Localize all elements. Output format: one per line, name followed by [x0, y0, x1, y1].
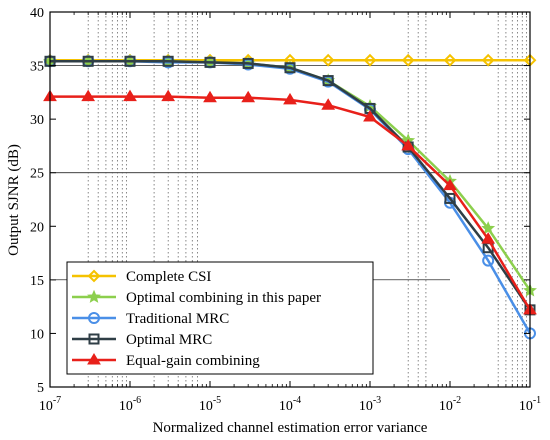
y-tick-label: 25: [30, 167, 44, 182]
legend-item: Optimal MRC: [72, 332, 212, 348]
legend-label: Traditional MRC: [126, 311, 229, 327]
data-point-triangle: [161, 89, 176, 102]
data-point-diamond: [481, 53, 495, 67]
data-point-square: [162, 55, 174, 67]
x-tick-label: 10-6: [119, 395, 141, 414]
y-axis-label: Output SJNR (dB): [6, 144, 22, 256]
data-point-square: [444, 192, 456, 204]
legend-box: [66, 261, 374, 375]
y-tick-label: 15: [30, 274, 44, 289]
data-point-triangle: [87, 353, 101, 365]
y-tick-label: 20: [30, 220, 44, 235]
data-point-triangle: [283, 92, 297, 105]
series-equal-gain-combining: [43, 89, 537, 315]
data-point-triangle: [123, 89, 137, 102]
data-point-circle: [482, 254, 495, 267]
data-point-diamond: [401, 53, 415, 67]
data-point-triangle: [481, 232, 496, 244]
data-point-square: [322, 75, 334, 87]
data-point-triangle: [401, 138, 416, 151]
series-line: [50, 60, 532, 311]
data-point-triangle: [81, 89, 96, 102]
x-tick-label: 10-1: [519, 395, 541, 414]
y-tick-label: 35: [30, 60, 44, 75]
data-point-star: [87, 289, 101, 303]
data-point-diamond: [363, 53, 377, 67]
y-tick-label: 10: [30, 327, 44, 342]
data-point-triangle: [321, 98, 336, 110]
x-tick-label: 10-2: [439, 395, 461, 414]
data-point-diamond: [443, 53, 457, 67]
data-point-triangle: [203, 90, 217, 103]
data-point-diamond: [321, 53, 335, 67]
x-tick-label: 10-4: [279, 395, 301, 414]
data-point-triangle: [443, 178, 457, 191]
data-point-square: [284, 62, 296, 74]
legend-item: Optimal combining in this paper: [72, 289, 321, 306]
legend-label: Equal-gain combining: [126, 353, 260, 369]
legend-label: Optimal combining in this paper: [126, 290, 321, 306]
legend-label: Complete CSI: [126, 269, 211, 285]
data-point-square: [124, 55, 136, 67]
legend-item: Traditional MRC: [72, 311, 229, 327]
y-tick-label: 40: [30, 6, 44, 21]
legend-item: Complete CSI: [72, 269, 211, 285]
data-point-square: [204, 56, 216, 68]
legend-label: Optimal MRC: [126, 332, 212, 348]
data-point-star: [481, 221, 496, 235]
data-point-square: [88, 333, 100, 345]
legend-item: Equal-gain combining: [72, 353, 260, 369]
data-point-diamond: [87, 269, 101, 283]
x-axis-label: Normalized channel estimation error vari…: [153, 420, 428, 436]
axis-ticks: 10-7 10-6 10-5 10-4 10-3 10-2 10-1 5 10 15 20 25 30 3…: [30, 6, 541, 414]
legend: Complete CSI Optimal combining in this pa…: [66, 261, 374, 375]
x-tick-label: 10-5: [199, 395, 221, 414]
data-point-triangle: [363, 110, 377, 122]
data-point-square: [82, 55, 94, 67]
y-tick-label: 5: [37, 381, 44, 396]
x-tick-label: 10-3: [359, 395, 381, 414]
data-point-triangle: [241, 90, 256, 103]
data-point-square: [242, 57, 254, 69]
y-tick-label: 30: [30, 113, 44, 128]
x-tick-label: 10-7: [39, 395, 61, 414]
data-point-circle: [88, 312, 100, 324]
